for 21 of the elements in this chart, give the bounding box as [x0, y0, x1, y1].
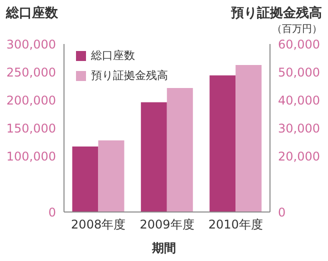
y-tick-label: 250,000: [6, 65, 56, 80]
y2-tick-label: 30,000: [278, 121, 320, 136]
legend-label: 預り証拠金残高: [91, 68, 168, 84]
y-tick-label: 200,000: [6, 93, 56, 108]
y-tick-label: 300,000: [6, 37, 56, 52]
x-tick-label: 2008年度: [71, 218, 126, 232]
y-tick-label: 150,000: [6, 121, 56, 136]
y2-tick-label: 60,000: [278, 37, 320, 52]
x-tick-label: 2010年度: [208, 218, 263, 232]
y2-tick-label: 0: [278, 205, 286, 220]
y2-tick-label: 50,000: [278, 65, 320, 80]
chart-title: 総口座数: [6, 4, 58, 22]
y-tick-label: 0: [48, 205, 56, 220]
legend-label: 総口座数: [91, 48, 135, 64]
x-axis-title: 期間: [151, 240, 177, 257]
x-tick-label: 2009年度: [140, 218, 194, 232]
y2-tick-label: 20,000: [278, 149, 320, 164]
y-tick-label: 100,000: [6, 149, 56, 164]
text: （百万円）: [272, 23, 322, 36]
y2-axis-title: 預り証拠金残高: [231, 4, 322, 22]
y2-tick-label: 40,000: [278, 93, 320, 108]
